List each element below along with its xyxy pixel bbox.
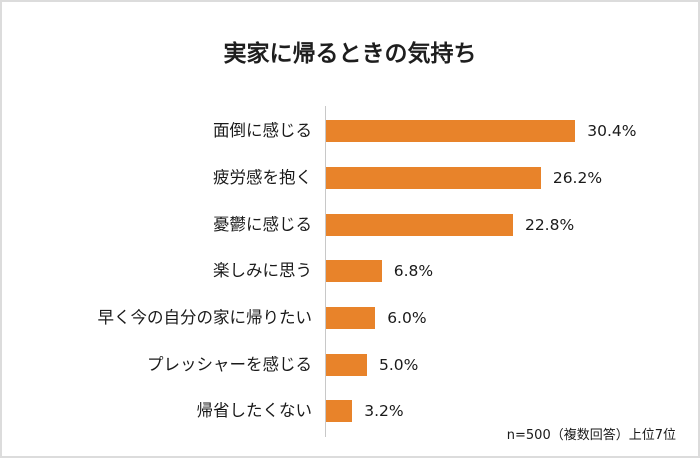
bar-row: 面倒に感じる 30.4% [0,120,700,142]
category-label: 帰省したくない [196,401,313,420]
sample-size-note: n=500（複数回答）上位7位 [506,428,676,443]
value-label: 6.0% [387,309,427,327]
category-label: 憂鬱に感じる [213,215,312,234]
bar [326,307,376,329]
bar [326,354,367,376]
category-label: 楽しみに思う [213,261,312,280]
value-label: 5.0% [379,356,419,374]
value-label: 22.8% [524,216,575,234]
bar-row: プレッシャーを感じる 5.0% [0,354,700,376]
value-label: 6.8% [393,262,434,280]
category-label: 面倒に感じる [213,121,312,140]
value-label: 30.4% [587,122,637,140]
bar [326,167,541,189]
bar [326,120,576,142]
category-label: 早く今の自分の家に帰りたい [97,308,313,327]
category-label: プレッシャーを感じる [147,355,312,374]
bar-row: 憂鬱に感じる 22.8% [0,214,700,236]
chart-title: 実家に帰るときの気持ち [223,41,477,67]
bar-row: 早く今の自分の家に帰りたい 6.0% [0,307,700,329]
category-axis-line [325,106,326,437]
bar-row: 疲労感を抱く 26.2% [0,167,700,189]
value-label: 26.2% [552,169,603,187]
bar-row: 帰省したくない 3.2% [0,400,700,422]
bar [326,260,382,282]
category-label: 疲労感を抱く [213,168,312,187]
bar [326,400,353,422]
bar-row: 楽しみに思う 6.8% [0,260,700,282]
value-label: 3.2% [364,402,404,420]
bar [326,214,513,236]
